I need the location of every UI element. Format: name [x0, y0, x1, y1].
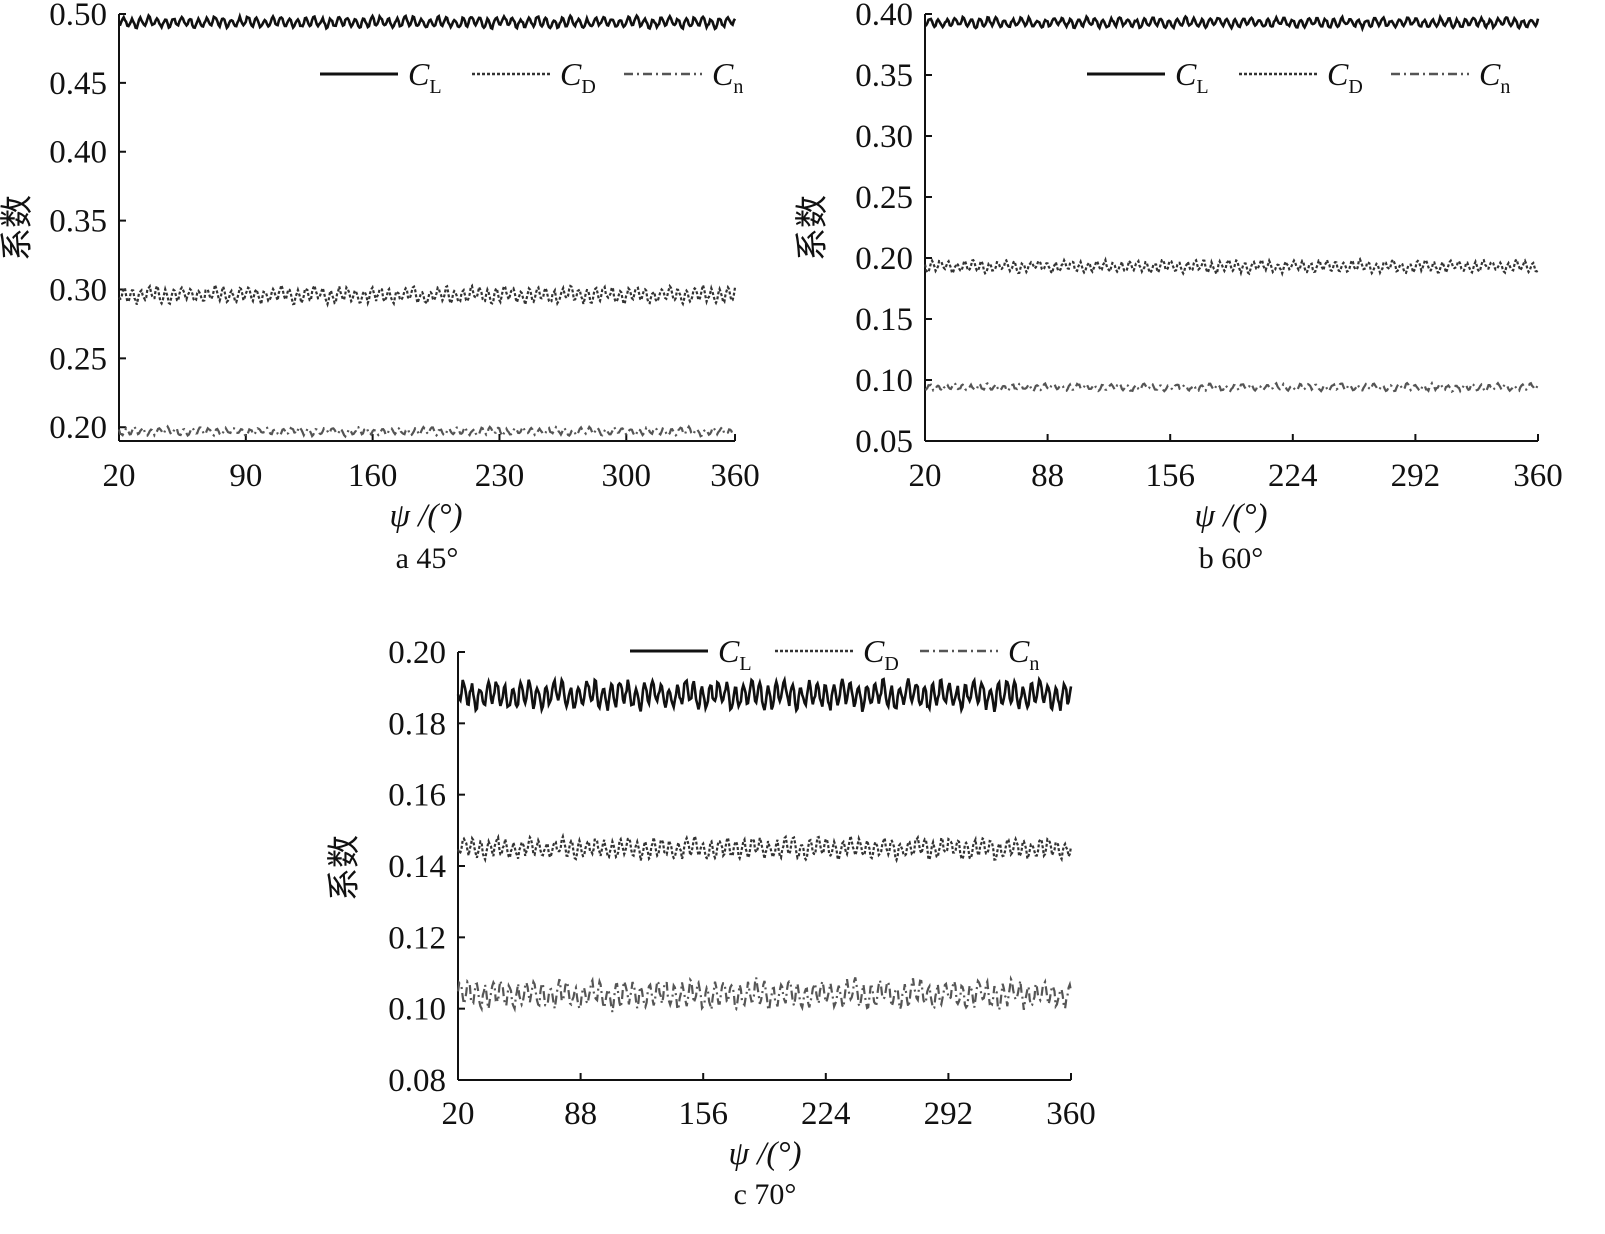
x-tick-label: 224: [801, 1096, 851, 1132]
legend-label-n: Cn: [712, 56, 743, 98]
y-tick-label: 0.20: [49, 410, 107, 446]
x-tick-label: 160: [348, 458, 398, 494]
series-line-n: [456, 975, 1073, 1014]
legend-label-L: CL: [408, 56, 442, 98]
y-tick-label: 0.30: [855, 119, 913, 155]
legend-label-D: CD: [1327, 56, 1363, 98]
y-tick-label: 0.20: [855, 241, 913, 277]
y-tick-label: 0.35: [855, 58, 913, 94]
x-axis-title: ψ /(°): [1194, 498, 1267, 534]
legend-label-n: Cn: [1479, 56, 1510, 98]
x-tick-label: 360: [710, 458, 760, 494]
y-tick-label: 0.50: [49, 0, 107, 33]
y-axis-title: 系数: [326, 835, 363, 901]
y-tick-label: 0.20: [388, 635, 446, 671]
y-tick-label: 0.14: [388, 849, 446, 885]
y-axis-title: 系数: [0, 195, 36, 261]
y-tick-label: 0.25: [855, 180, 913, 216]
y-tick-label: 0.30: [49, 272, 107, 308]
y-tick-label: 0.08: [388, 1063, 446, 1099]
y-tick-label: 0.40: [855, 0, 913, 33]
x-tick-label: 360: [1513, 458, 1563, 494]
panel-caption: c 70°: [734, 1178, 797, 1211]
y-tick-label: 0.05: [855, 424, 913, 460]
panel-caption: a 45°: [396, 542, 459, 575]
x-tick-label: 156: [678, 1096, 728, 1132]
x-tick-label: 20: [103, 458, 136, 494]
x-tick-label: 156: [1145, 458, 1195, 494]
series-line-L: [456, 675, 1073, 715]
panel-caption: b 60°: [1199, 542, 1264, 575]
x-tick-label: 224: [1268, 458, 1318, 494]
legend-label-L: CL: [718, 633, 752, 675]
chart-panel-2: 0.05 0.10 0.15 0.20 0.25 0.30 0.35 0.40 20 88 156 2…: [794, 0, 1563, 575]
x-tick-label: 88: [1031, 458, 1064, 494]
y-tick-label: 0.45: [49, 66, 107, 102]
y-tick-label: 0.10: [388, 992, 446, 1028]
x-axis-title: ψ /(°): [728, 1136, 801, 1172]
y-tick-label: 0.10: [855, 363, 913, 399]
series-line-n: [924, 380, 1540, 394]
legend-label-D: CD: [560, 56, 596, 98]
y-tick-label: 0.12: [388, 920, 446, 956]
y-tick-label: 0.35: [49, 204, 107, 240]
y-tick-label: 0.18: [388, 706, 446, 742]
x-tick-label: 292: [1391, 458, 1441, 494]
chart-panel-3: 0.08 0.10 0.12 0.14 0.16 0.18 0.20 20 88 156 224 29…: [326, 633, 1096, 1211]
x-tick-label: 292: [924, 1096, 974, 1132]
series-line-L: [118, 12, 737, 31]
legend-label-D: CD: [863, 633, 899, 675]
x-axis-title: ψ /(°): [389, 498, 462, 534]
x-tick-label: 90: [229, 458, 262, 494]
x-tick-label: 300: [602, 458, 652, 494]
y-tick-label: 0.40: [49, 135, 107, 171]
y-tick-label: 0.25: [49, 341, 107, 377]
x-tick-label: 360: [1046, 1096, 1096, 1132]
x-tick-label: 230: [475, 458, 525, 494]
series-line-D: [923, 256, 1539, 277]
y-tick-label: 0.16: [388, 778, 446, 814]
x-tick-label: 20: [909, 458, 942, 494]
legend-label-n: Cn: [1008, 633, 1039, 675]
y-axis-title: 系数: [794, 195, 831, 261]
chart-panel-1: 0.20 0.25 0.30 0.35 0.40 0.45 0.50 20 90 160 230 30…: [0, 0, 760, 575]
series-line-L: [924, 13, 1540, 33]
y-tick-label: 0.15: [855, 302, 913, 338]
series-line-D: [118, 280, 737, 308]
x-tick-label: 20: [442, 1096, 475, 1132]
legend-label-L: CL: [1175, 56, 1209, 98]
series-line-D: [456, 832, 1073, 864]
x-tick-label: 88: [564, 1096, 597, 1132]
series-line-n: [117, 424, 736, 439]
